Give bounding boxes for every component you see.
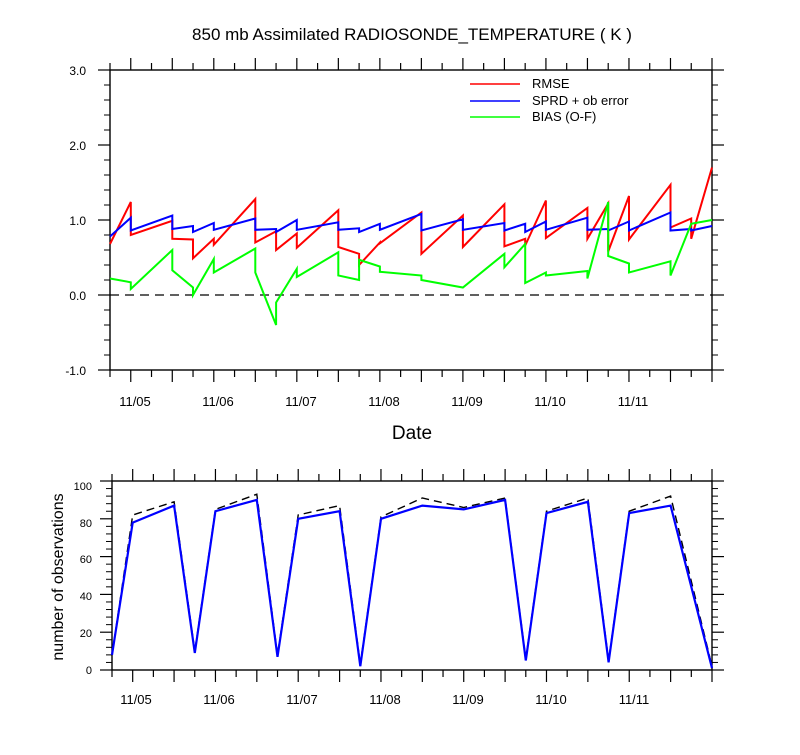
y-tick-label: 0.0 <box>69 289 86 303</box>
x-tick-label: 11/06 <box>202 394 234 409</box>
y-tick-label: 20 <box>80 628 92 640</box>
series-line-bias-o-f <box>109 201 713 326</box>
bottom-plot-frame <box>111 480 713 671</box>
y-tick-label: -1.0 <box>65 364 86 378</box>
bottom-y-tick-labels: 0 20 40 60 80 100 <box>74 481 92 677</box>
series-line-sprd-ob-error <box>109 210 713 238</box>
x-tick-label: 11/09 <box>452 692 484 707</box>
chart-title: 850 mb Assimilated RADIOSONDE_TEMPERATUR… <box>192 25 632 44</box>
series-line-possible <box>111 493 713 667</box>
x-tick-label: 11/11 <box>619 692 650 707</box>
bottom-axis-ticks <box>100 469 724 682</box>
y-tick-label: 40 <box>80 591 92 603</box>
x-tick-label: 11/09 <box>451 394 483 409</box>
y-tick-label: 2.0 <box>69 139 86 153</box>
legend-label-rmse: RMSE <box>532 76 570 91</box>
x-tick-label: 11/05 <box>119 394 151 409</box>
y-tick-label: 60 <box>80 554 92 566</box>
top-series-group <box>109 167 713 326</box>
legend-label-sprd: SPRD + ob error <box>532 93 629 108</box>
legend-label-bias: BIAS (O-F) <box>532 109 596 124</box>
x-tick-label: 11/08 <box>368 394 400 409</box>
series-line-rmse <box>109 167 713 268</box>
y-tick-label: 0 <box>86 665 92 677</box>
bottom-x-tick-labels: 11/05 11/06 11/07 11/08 11/09 11/10 11/1… <box>120 692 649 707</box>
top-x-tick-labels: 11/05 11/06 11/07 11/08 11/09 11/10 11/1… <box>119 394 648 409</box>
y-tick-label: 80 <box>80 518 92 530</box>
y-tick-label: 1.0 <box>69 214 86 228</box>
x-tick-label: 11/10 <box>535 692 567 707</box>
x-tick-label: 11/08 <box>369 692 401 707</box>
x-tick-label: 11/07 <box>285 394 317 409</box>
x-tick-label: 11/07 <box>286 692 318 707</box>
bottom-panel: 0 20 40 60 80 100 11/05 11/06 11/07 11/0… <box>50 469 724 707</box>
x-tick-label: 11/06 <box>203 692 235 707</box>
top-axis-ticks <box>98 58 724 382</box>
x-tick-label: 11/05 <box>120 692 152 707</box>
y-tick-label: 3.0 <box>69 64 86 78</box>
x-tick-label: 11/11 <box>618 394 649 409</box>
top-y-tick-labels: -1.0 0.0 1.0 2.0 3.0 <box>65 64 86 378</box>
legend: RMSE SPRD + ob error BIAS (O-F) <box>470 76 629 124</box>
series-line-used <box>110 498 714 669</box>
bottom-series-group <box>110 493 714 669</box>
x-tick-label: 11/10 <box>534 394 566 409</box>
y-axis-label: number of observations <box>50 493 67 660</box>
top-panel: 850 mb Assimilated RADIOSONDE_TEMPERATUR… <box>65 25 724 444</box>
y-tick-label: 100 <box>74 481 92 493</box>
x-axis-label: Date <box>392 423 432 444</box>
